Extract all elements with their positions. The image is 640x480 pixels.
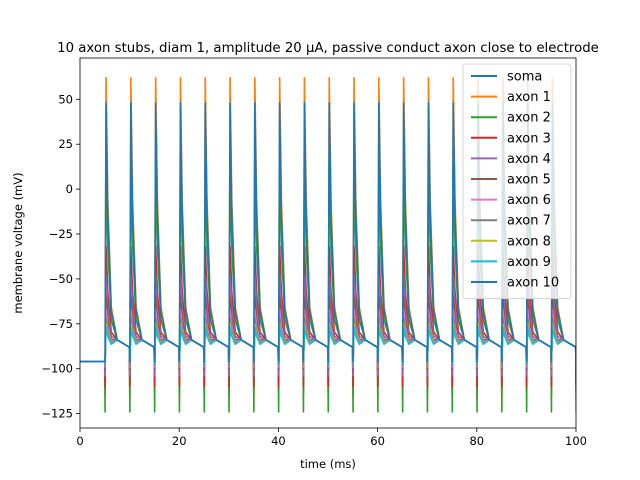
legend-label: axon 6 bbox=[507, 193, 551, 208]
legend-label: soma bbox=[507, 70, 542, 85]
x-tick-label: 80 bbox=[469, 434, 484, 448]
y-tick-label: −100 bbox=[41, 362, 73, 376]
x-tick-label: 0 bbox=[76, 434, 83, 448]
legend-label: axon 2 bbox=[507, 111, 551, 126]
legend-label: axon 3 bbox=[507, 131, 551, 146]
legend-label: axon 8 bbox=[507, 234, 551, 249]
x-tick-label: 20 bbox=[172, 434, 187, 448]
x-axis: 0 20 40 60 80 100 bbox=[76, 428, 587, 448]
x-tick-label: 100 bbox=[565, 434, 587, 448]
legend-label: axon 7 bbox=[507, 214, 551, 229]
x-tick-label: 40 bbox=[271, 434, 286, 448]
x-tick-label: 60 bbox=[370, 434, 385, 448]
y-tick-label: 0 bbox=[66, 182, 73, 196]
y-tick-label: −125 bbox=[41, 407, 73, 421]
legend-label: axon 10 bbox=[507, 276, 559, 291]
chart-title: 10 axon stubs, diam 1, amplitude 20 µA, … bbox=[57, 41, 599, 56]
legend: soma axon 1 axon 2 axon 3 axon 4 axon 5 axon 6… bbox=[462, 63, 572, 300]
plot-frame bbox=[79, 57, 577, 429]
legend-label: axon 9 bbox=[507, 255, 551, 270]
y-axis: −125 −100 −75 −50 −25 0 25 50 bbox=[41, 92, 80, 421]
x-axis-label: time (ms) bbox=[300, 457, 356, 471]
y-axis-label: membrane voltage (mV) bbox=[11, 172, 25, 313]
y-tick-label: 50 bbox=[58, 92, 73, 106]
y-tick-label: −25 bbox=[49, 227, 73, 241]
legend-label: axon 5 bbox=[507, 173, 551, 188]
series-layer bbox=[80, 76, 576, 413]
y-tick-label: −50 bbox=[49, 272, 73, 286]
y-tick-label: 25 bbox=[58, 137, 73, 151]
legend-label: axon 4 bbox=[507, 152, 551, 167]
y-tick-label: −75 bbox=[49, 317, 73, 331]
legend-label: axon 1 bbox=[507, 90, 551, 105]
